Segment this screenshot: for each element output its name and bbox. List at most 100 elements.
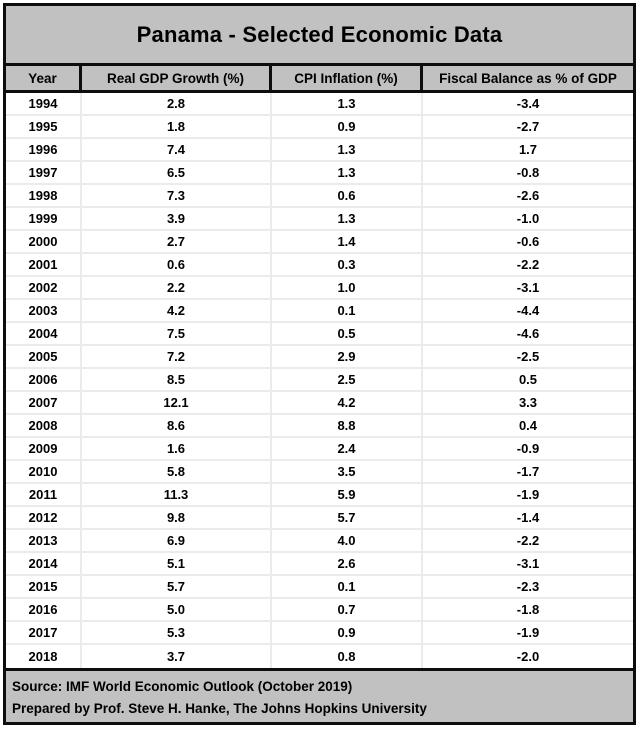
value-cell: 0.8	[272, 645, 423, 668]
value-cell: 4.2	[272, 392, 423, 413]
year-cell: 1999	[6, 208, 82, 229]
value-cell: 5.9	[272, 484, 423, 505]
value-cell: 0.1	[272, 576, 423, 597]
table-row: 2001 0.6 0.3 -2.2	[6, 254, 633, 277]
economic-data-table: Panama - Selected Economic Data Year Rea…	[3, 3, 636, 725]
table-body: 1994 2.8 1.3 -3.4 1995 1.8 0.9 -2.7 1996 7.4 1.3 1.…	[6, 93, 633, 668]
year-cell: 2015	[6, 576, 82, 597]
value-cell: 7.2	[82, 346, 272, 367]
value-cell: -2.7	[516, 119, 540, 134]
value-cell: -2.6	[516, 188, 540, 203]
value-cell: 0.5	[518, 372, 538, 387]
value-cell: -1.0	[516, 211, 540, 226]
value-cell: 2.5	[272, 369, 423, 390]
value-cell: 2.2	[82, 277, 272, 298]
table-row: 2007 12.1 4.2 3.3	[6, 392, 633, 415]
value-cell: -0.9	[516, 441, 540, 456]
value-cell: 9.8	[82, 507, 272, 528]
table-row: 2018 3.7 0.8 -2.0	[6, 645, 633, 668]
value-cell: -2.2	[516, 533, 540, 548]
value-cell: 2.4	[272, 438, 423, 459]
value-cell: -1.7	[516, 464, 540, 479]
value-cell: -3.1	[516, 280, 540, 295]
value-cell: 8.8	[272, 415, 423, 436]
year-cell: 2005	[6, 346, 82, 367]
table-row: 2012 9.8 5.7 -1.4	[6, 507, 633, 530]
table-row: 2006 8.5 2.5 0.5	[6, 369, 633, 392]
value-cell: 6.9	[82, 530, 272, 551]
table-row: 2003 4.2 0.1 -4.4	[6, 300, 633, 323]
table-header: Year Real GDP Growth (%) CPI Inflation (…	[6, 66, 633, 93]
table-row: 1995 1.8 0.9 -2.7	[6, 116, 633, 139]
value-cell: 1.3	[272, 93, 423, 114]
year-cell: 1997	[6, 162, 82, 183]
value-cell: -2.3	[516, 579, 540, 594]
value-cell: -2.2	[516, 257, 540, 272]
table-row: 2017 5.3 0.9 -1.9	[6, 622, 633, 645]
year-cell: 2016	[6, 599, 82, 620]
value-cell: -4.6	[516, 326, 540, 341]
value-cell: 1.8	[82, 116, 272, 137]
year-cell: 2002	[6, 277, 82, 298]
year-cell: 2006	[6, 369, 82, 390]
table-footer: Source: IMF World Economic Outlook (Octo…	[6, 668, 633, 722]
year-cell: 2010	[6, 461, 82, 482]
value-cell: 0.4	[518, 418, 538, 433]
table-row: 2010 5.8 3.5 -1.7	[6, 461, 633, 484]
value-cell: 2.8	[82, 93, 272, 114]
value-cell: -1.4	[516, 510, 540, 525]
value-cell: 5.3	[82, 622, 272, 643]
column-header-fiscal-balance: Fiscal Balance as % of GDP	[439, 70, 617, 86]
year-cell: 2013	[6, 530, 82, 551]
year-cell: 1998	[6, 185, 82, 206]
value-cell: -3.4	[516, 96, 540, 111]
value-cell: 8.6	[82, 415, 272, 436]
value-cell: 0.7	[272, 599, 423, 620]
year-cell: 2007	[6, 392, 82, 413]
table-row: 2013 6.9 4.0 -2.2	[6, 530, 633, 553]
year-cell: 2011	[6, 484, 82, 505]
table-title: Panama - Selected Economic Data	[6, 6, 633, 66]
column-header-cpi-inflation: CPI Inflation (%)	[272, 66, 423, 90]
value-cell: -1.8	[516, 602, 540, 617]
value-cell: 1.3	[272, 139, 423, 160]
value-cell: 1.6	[82, 438, 272, 459]
value-cell: -0.8	[516, 165, 540, 180]
table-row: 2005 7.2 2.9 -2.5	[6, 346, 633, 369]
value-cell: 5.8	[82, 461, 272, 482]
value-cell: 0.6	[82, 254, 272, 275]
year-cell: 2000	[6, 231, 82, 252]
column-header-year: Year	[6, 66, 82, 90]
table-row: 1997 6.5 1.3 -0.8	[6, 162, 633, 185]
value-cell: 5.7	[272, 507, 423, 528]
table-row: 2008 8.6 8.8 0.4	[6, 415, 633, 438]
table-row: 2014 5.1 2.6 -3.1	[6, 553, 633, 576]
value-cell: 1.7	[518, 142, 538, 157]
year-cell: 2003	[6, 300, 82, 321]
value-cell: 12.1	[82, 392, 272, 413]
value-cell: 2.7	[82, 231, 272, 252]
value-cell: 0.1	[272, 300, 423, 321]
value-cell: 2.6	[272, 553, 423, 574]
value-cell: -3.1	[516, 556, 540, 571]
value-cell: 0.5	[272, 323, 423, 344]
table-row: 2002 2.2 1.0 -3.1	[6, 277, 633, 300]
value-cell: -0.6	[516, 234, 540, 249]
value-cell: 4.0	[272, 530, 423, 551]
table-row: 1994 2.8 1.3 -3.4	[6, 93, 633, 116]
column-header-gdp-growth: Real GDP Growth (%)	[82, 66, 272, 90]
value-cell: 1.4	[272, 231, 423, 252]
year-cell: 1996	[6, 139, 82, 160]
value-cell: 1.3	[272, 208, 423, 229]
value-cell: 5.7	[82, 576, 272, 597]
value-cell: -2.0	[516, 649, 540, 664]
year-cell: 2001	[6, 254, 82, 275]
value-cell: 3.5	[272, 461, 423, 482]
value-cell: 6.5	[82, 162, 272, 183]
value-cell: 3.7	[82, 645, 272, 668]
value-cell: 7.4	[82, 139, 272, 160]
value-cell: 11.3	[82, 484, 272, 505]
year-cell: 2017	[6, 622, 82, 643]
value-cell: 1.0	[272, 277, 423, 298]
value-cell: 7.5	[82, 323, 272, 344]
